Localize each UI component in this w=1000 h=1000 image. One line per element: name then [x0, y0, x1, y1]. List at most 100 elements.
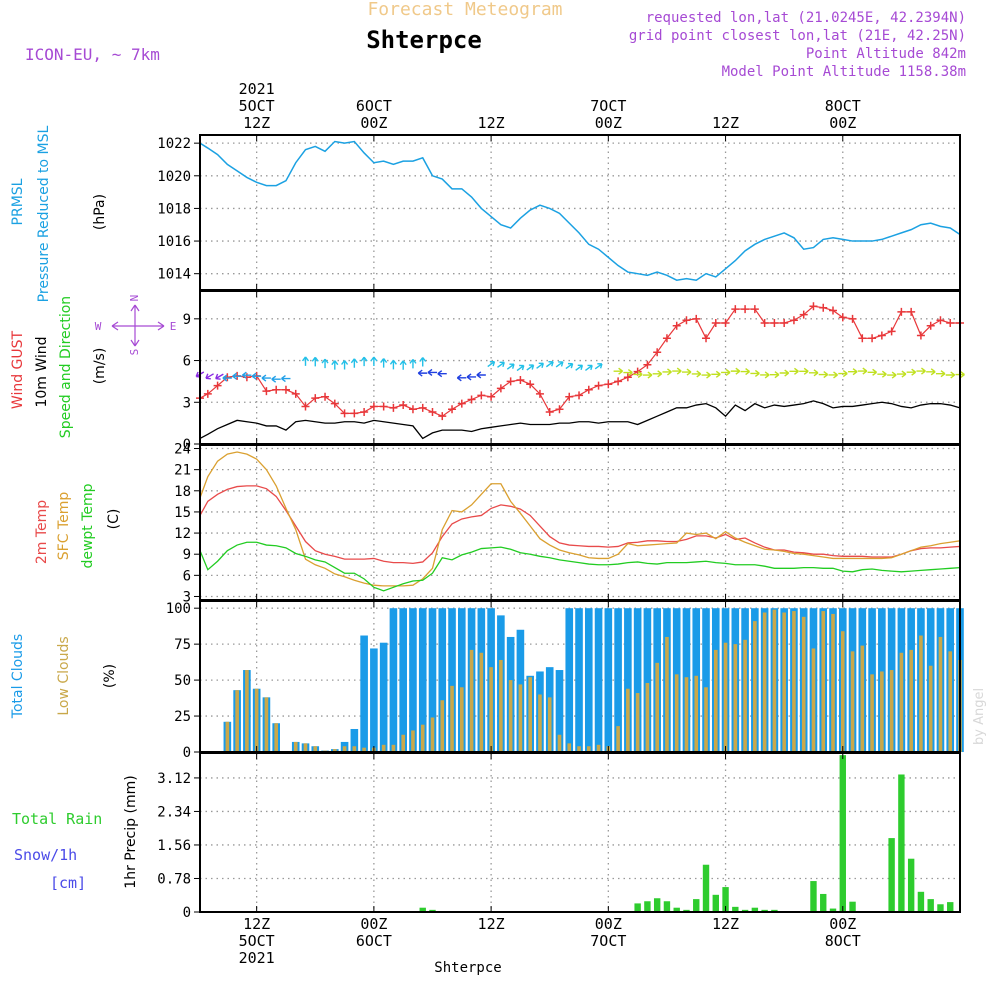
- gust-marker: [799, 310, 808, 319]
- bottom-time-label: 7OCT: [590, 932, 626, 950]
- rain-bar: [653, 898, 661, 912]
- rain-bar: [722, 887, 729, 912]
- low-cloud-bar: [411, 730, 415, 752]
- wind-arrow: [877, 370, 887, 378]
- low-cloud-bar: [469, 649, 474, 752]
- gust-marker: [477, 391, 486, 400]
- temp-2m-label: 2m Temp: [34, 500, 50, 564]
- panel-frame: [199, 752, 961, 913]
- pressure-unit: (hPa): [92, 194, 108, 230]
- low-cloud-bar: [401, 734, 405, 752]
- wind-arrow: [526, 364, 535, 371]
- low-cloud-bar: [440, 700, 445, 752]
- clouds-unit: (%): [102, 664, 118, 688]
- rain-bar: [751, 907, 759, 912]
- wind-arrow: [935, 370, 946, 378]
- rain-bar: [888, 838, 895, 912]
- top-time-label: 2021: [239, 80, 275, 98]
- low-cloud-bar: [938, 636, 943, 752]
- gust-marker: [789, 316, 798, 325]
- gust-marker: [614, 377, 623, 386]
- wind-arrow: [232, 372, 242, 380]
- top-time-label: 5OCT: [239, 97, 275, 115]
- rain-bar: [693, 899, 700, 912]
- y-tick-label: 3: [183, 395, 191, 411]
- gust-marker: [936, 316, 945, 325]
- temp-2m-line: [199, 485, 961, 565]
- wind-arrow: [916, 367, 926, 375]
- low-cloud-bar: [733, 644, 738, 752]
- top-time-label: 00Z: [595, 114, 622, 132]
- wind-arrow: [740, 368, 751, 376]
- y-tick-label: 0: [183, 905, 191, 921]
- gust-marker: [506, 377, 515, 386]
- low-cloud-bar: [694, 675, 699, 752]
- total-cloud-bar: [584, 608, 593, 752]
- wind-arrow: [476, 371, 486, 379]
- wind-arrow: [575, 364, 584, 371]
- gust-marker: [321, 392, 330, 401]
- y-tick-label: 50: [174, 673, 191, 689]
- gust-marker: [262, 387, 271, 396]
- wind-arrow: [887, 371, 897, 379]
- y-tick-label: 0: [183, 745, 191, 761]
- top-time-label: 6OCT: [356, 97, 392, 115]
- wind-arrow: [427, 368, 437, 377]
- total-cloud-bar: [624, 608, 632, 752]
- gust-marker: [848, 314, 857, 323]
- gust-marker: [838, 313, 847, 322]
- total-cloud-bar: [360, 635, 368, 752]
- gust-marker: [868, 334, 877, 343]
- temp-unit: (C): [106, 509, 122, 530]
- gust-marker: [457, 399, 466, 408]
- y-tick-label: 1022: [157, 136, 191, 152]
- bottom-time-label: 12Z: [478, 915, 505, 933]
- gust-marker: [897, 307, 906, 316]
- model-point-altitude: Model Point Altitude 1158.38m: [722, 64, 966, 80]
- wind-arrow: [350, 358, 358, 368]
- wind-arrow: [760, 371, 770, 379]
- gust-marker: [213, 381, 222, 390]
- wind-arrow: [331, 360, 339, 370]
- rain-bar: [712, 894, 719, 912]
- low-cloud-bar: [743, 639, 747, 752]
- y-tick-label: 0.78: [157, 871, 191, 887]
- y-tick-label: 3: [183, 589, 191, 605]
- bottom-time-label: 6OCT: [356, 932, 392, 950]
- low-cloud-bar: [909, 649, 913, 752]
- wind-arrow: [594, 363, 603, 370]
- low-cloud-bar: [655, 662, 659, 752]
- low-cloud-bar: [840, 631, 845, 752]
- wind-arrow: [652, 370, 663, 378]
- rain-bar: [810, 881, 817, 912]
- y-tick-label: 1014: [157, 267, 191, 283]
- low-cloud-bar: [801, 616, 806, 752]
- gust-marker: [487, 392, 496, 401]
- rain-bar: [419, 907, 426, 912]
- gust-marker: [623, 373, 632, 382]
- gust-marker: [575, 391, 584, 400]
- total-cloud-bar: [565, 608, 574, 752]
- wind-arrow: [321, 358, 329, 369]
- total-cloud-bar: [702, 608, 710, 752]
- model-label: ICON-EU, ~ 7km: [25, 45, 160, 64]
- low-cloud-bar: [264, 697, 269, 752]
- low-cloud-bar: [645, 682, 650, 752]
- wind-arrow: [281, 374, 291, 383]
- low-cloud-bar: [313, 746, 318, 752]
- total-cloud-bar: [448, 608, 456, 752]
- gust-marker: [565, 392, 574, 401]
- rain-bar: [927, 899, 934, 912]
- wind-arrow: [818, 371, 829, 379]
- gust-marker: [711, 318, 720, 327]
- low-clouds-label: Low Clouds: [56, 636, 72, 715]
- gust-line: [199, 305, 960, 417]
- snow-label: Snow/1h: [14, 846, 77, 864]
- gust-marker: [887, 327, 896, 336]
- gust-marker: [653, 348, 662, 357]
- wind-gust-label: Wind GUST: [10, 330, 26, 409]
- top-time-label: 12Z: [478, 114, 505, 132]
- gust-marker: [702, 334, 711, 343]
- gust-marker: [643, 360, 652, 369]
- gust-marker: [389, 403, 398, 412]
